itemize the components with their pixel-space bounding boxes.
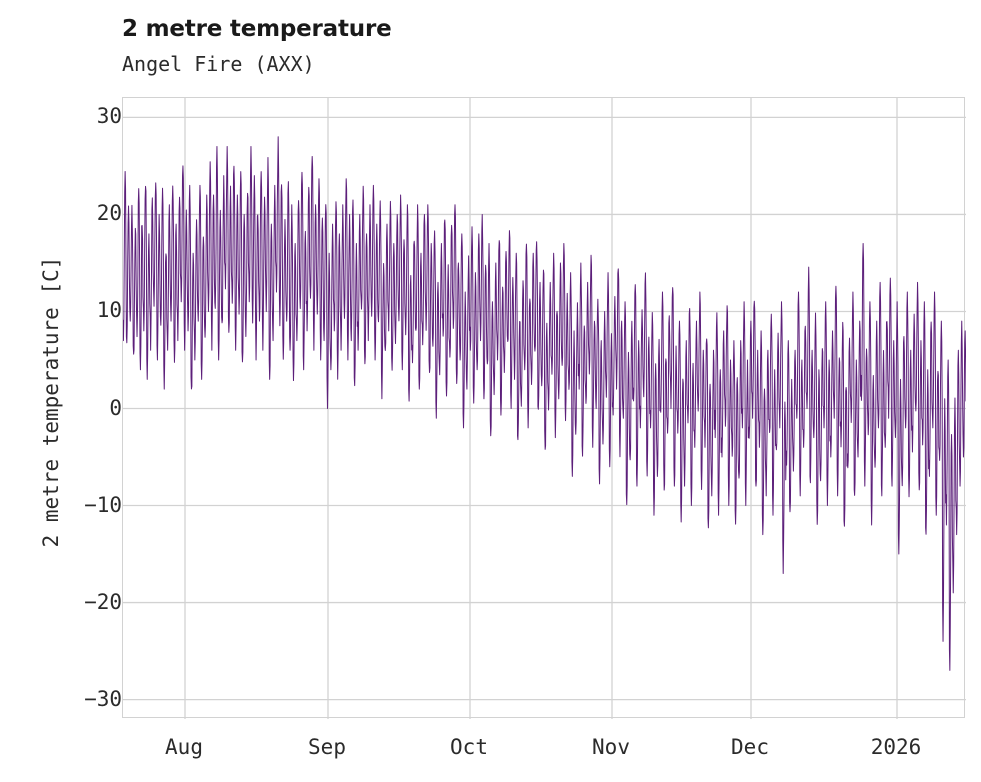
y-axis-tick-group: 30 20 10 0 −10 −20 −30 [0,0,122,782]
y-tick-label: −10 [84,492,122,517]
x-tick-label: Oct [450,735,488,759]
chart-title: 2 metre temperature [122,16,392,42]
x-tick-label: Nov [592,735,630,759]
y-tick-label: −20 [84,589,122,614]
x-tick-label: Sep [308,735,346,759]
y-tick-label: 10 [96,298,122,323]
y-tick-label: 20 [96,201,122,226]
x-tick-label: 2026 [870,735,922,759]
temperature-line [123,136,966,671]
x-tick-label: Dec [731,735,769,759]
plot-area [122,97,966,719]
y-tick-label: −30 [84,686,122,711]
chart-subtitle: Angel Fire (AXX) [122,52,315,76]
x-tick-label: Aug [165,735,203,759]
temperature-series-svg [123,98,966,719]
y-tick-label: 0 [109,395,122,420]
y-tick-label: 30 [96,104,122,129]
